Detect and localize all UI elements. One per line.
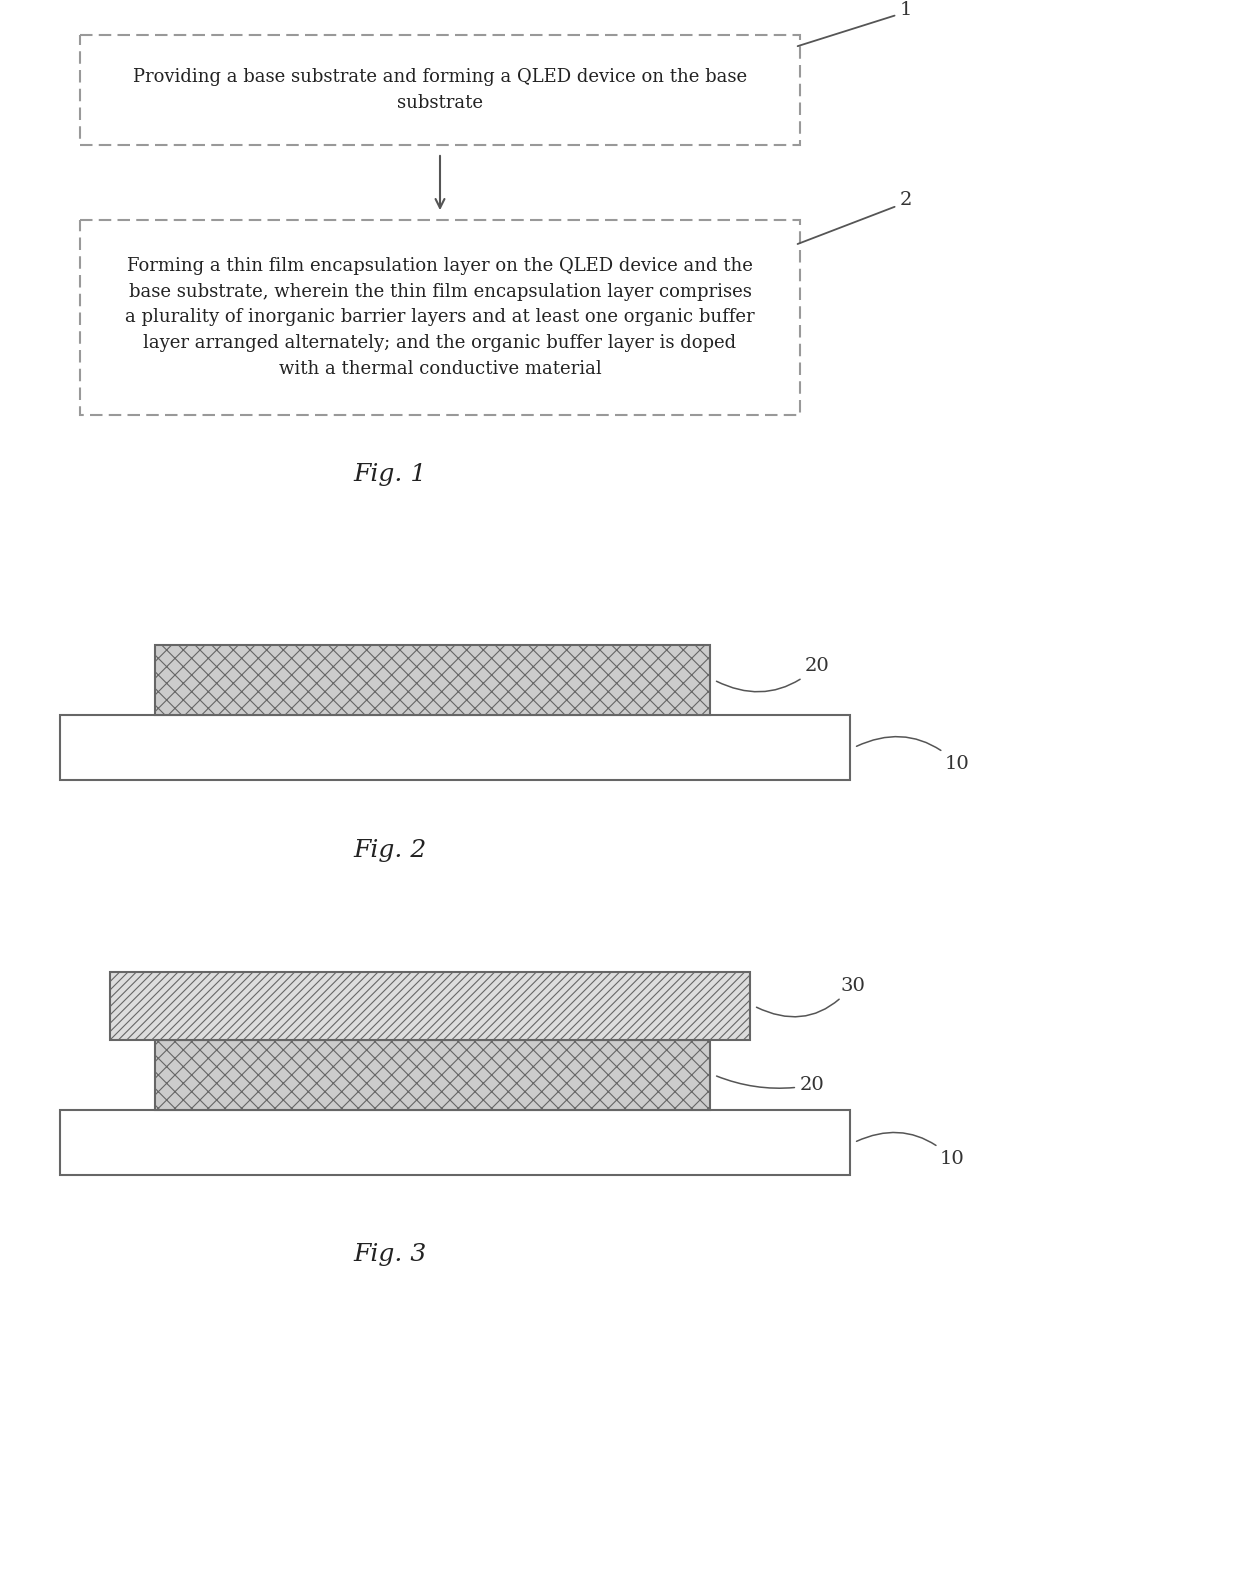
Text: Forming a thin film encapsulation layer on the QLED device and the
base substrat: Forming a thin film encapsulation layer …: [125, 258, 755, 379]
Text: 20: 20: [717, 657, 830, 692]
Bar: [60, 714, 849, 780]
Bar: [155, 644, 711, 714]
Text: 10: 10: [857, 737, 970, 773]
Text: Fig. 2: Fig. 2: [353, 838, 427, 861]
Bar: [60, 1111, 849, 1176]
Bar: [155, 1041, 711, 1111]
Text: 10: 10: [857, 1133, 965, 1168]
Text: 30: 30: [756, 977, 864, 1017]
Text: Fig. 3: Fig. 3: [353, 1244, 427, 1266]
Text: 20: 20: [717, 1076, 825, 1095]
Bar: [81, 35, 800, 145]
Text: 2: 2: [797, 191, 913, 243]
Bar: [110, 972, 750, 1041]
Bar: [81, 220, 800, 415]
Text: 1: 1: [797, 2, 913, 46]
Text: Fig. 1: Fig. 1: [353, 463, 427, 487]
Text: Providing a base substrate and forming a QLED device on the base
substrate: Providing a base substrate and forming a…: [133, 68, 746, 113]
